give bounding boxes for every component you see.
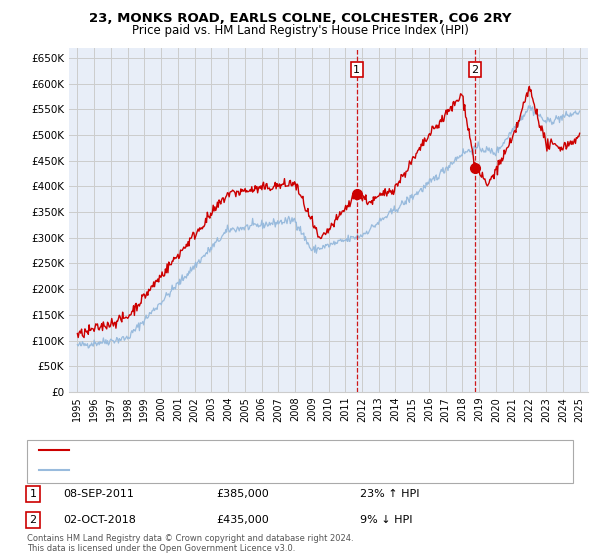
Text: 2: 2 (472, 64, 479, 74)
Text: £385,000: £385,000 (216, 489, 269, 499)
Text: This data is licensed under the Open Government Licence v3.0.: This data is licensed under the Open Gov… (27, 544, 295, 553)
Text: 23, MONKS ROAD, EARLS COLNE, COLCHESTER, CO6 2RY (detached house): 23, MONKS ROAD, EARLS COLNE, COLCHESTER,… (72, 445, 465, 455)
Text: Price paid vs. HM Land Registry's House Price Index (HPI): Price paid vs. HM Land Registry's House … (131, 24, 469, 36)
Text: 23, MONKS ROAD, EARLS COLNE, COLCHESTER, CO6 2RY: 23, MONKS ROAD, EARLS COLNE, COLCHESTER,… (89, 12, 511, 25)
Text: 02-OCT-2018: 02-OCT-2018 (63, 515, 136, 525)
Text: £435,000: £435,000 (216, 515, 269, 525)
Text: HPI: Average price, detached house, Braintree: HPI: Average price, detached house, Brai… (72, 465, 313, 475)
Text: 1: 1 (29, 489, 37, 499)
Text: 08-SEP-2011: 08-SEP-2011 (63, 489, 134, 499)
Text: 23% ↑ HPI: 23% ↑ HPI (360, 489, 419, 499)
Text: Contains HM Land Registry data © Crown copyright and database right 2024.: Contains HM Land Registry data © Crown c… (27, 534, 353, 543)
Text: 1: 1 (353, 64, 360, 74)
Text: 9% ↓ HPI: 9% ↓ HPI (360, 515, 413, 525)
Text: 2: 2 (29, 515, 37, 525)
